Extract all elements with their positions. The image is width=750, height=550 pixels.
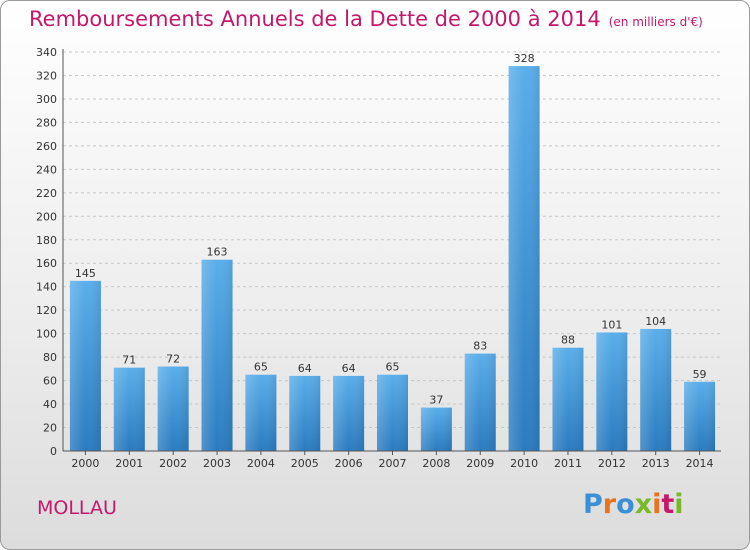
y-tick-label: 260 [36, 140, 57, 153]
data-label: 65 [254, 361, 268, 374]
y-tick-label: 20 [43, 422, 57, 435]
y-tick-label: 140 [36, 281, 57, 294]
y-tick-label: 80 [43, 351, 57, 364]
x-tick-label: 2013 [642, 457, 670, 470]
logo-letter: i [674, 489, 684, 520]
bar-shine [508, 66, 540, 452]
bar-shine [596, 332, 628, 451]
data-label: 71 [122, 354, 136, 367]
bar-shine [333, 375, 365, 451]
data-label: 328 [514, 52, 535, 65]
data-label: 104 [645, 315, 666, 328]
data-label: 145 [75, 267, 96, 280]
bar-shine [464, 353, 496, 451]
data-label: 88 [561, 334, 575, 347]
bar-shine [420, 407, 452, 451]
data-label: 59 [693, 368, 707, 381]
bar-shine [201, 259, 233, 451]
x-tick-label: 2010 [510, 457, 538, 470]
y-tick-label: 160 [36, 257, 57, 270]
x-tick-label: 2000 [71, 457, 99, 470]
x-tick-label: 2008 [422, 457, 450, 470]
bar-shine [552, 347, 584, 451]
data-label: 163 [207, 246, 228, 259]
x-tick-label: 2009 [466, 457, 494, 470]
y-tick-label: 40 [43, 398, 57, 411]
chart-title: Remboursements Annuels de la Dette de 20… [29, 7, 703, 31]
bar-shine [113, 367, 145, 451]
y-tick-label: 100 [36, 328, 57, 341]
bar-shine [289, 375, 321, 451]
logo-letter: x [634, 489, 653, 520]
commune-name: MOLLAU [37, 497, 117, 519]
y-tick-label: 300 [36, 93, 57, 106]
bar-shine [157, 366, 189, 451]
x-tick-label: 2005 [291, 457, 319, 470]
data-label: 65 [386, 361, 400, 374]
data-label: 72 [166, 353, 180, 366]
bar-shine [684, 381, 716, 451]
x-tick-label: 2003 [203, 457, 231, 470]
logo-letter: r [602, 489, 617, 520]
logo-letter: i [652, 489, 662, 520]
bar-shine [69, 280, 101, 451]
data-label: 64 [342, 362, 356, 375]
x-tick-label: 2014 [686, 457, 714, 470]
chart-title-text: Remboursements Annuels de la Dette de 20… [29, 7, 601, 31]
y-tick-label: 180 [36, 234, 57, 247]
data-label: 37 [429, 394, 443, 407]
data-label: 64 [298, 362, 312, 375]
chart-unit: (en milliers d'€) [608, 15, 703, 29]
y-tick-label: 320 [36, 69, 57, 82]
x-tick-label: 2007 [379, 457, 407, 470]
data-label: 83 [473, 340, 487, 353]
proxiti-logo: Proxiti [583, 489, 684, 520]
y-tick-label: 120 [36, 304, 57, 317]
y-tick-label: 200 [36, 210, 57, 223]
y-tick-label: 220 [36, 187, 57, 200]
y-tick-label: 340 [36, 46, 57, 59]
y-tick-label: 60 [43, 375, 57, 388]
logo-letter: t [661, 489, 675, 520]
x-tick-label: 2012 [598, 457, 626, 470]
bar-shine [640, 328, 672, 451]
logo-letter: P [583, 489, 603, 520]
bar-shine [377, 374, 408, 451]
bar-shine [245, 374, 277, 451]
y-tick-label: 280 [36, 116, 57, 129]
y-tick-label: 0 [50, 445, 57, 458]
x-tick-label: 2011 [554, 457, 582, 470]
logo-letter: o [616, 489, 635, 520]
y-tick-label: 240 [36, 163, 57, 176]
x-tick-label: 2002 [159, 457, 187, 470]
x-tick-label: 2006 [335, 457, 363, 470]
x-tick-label: 2001 [115, 457, 143, 470]
data-label: 101 [601, 318, 622, 331]
x-tick-label: 2004 [247, 457, 275, 470]
